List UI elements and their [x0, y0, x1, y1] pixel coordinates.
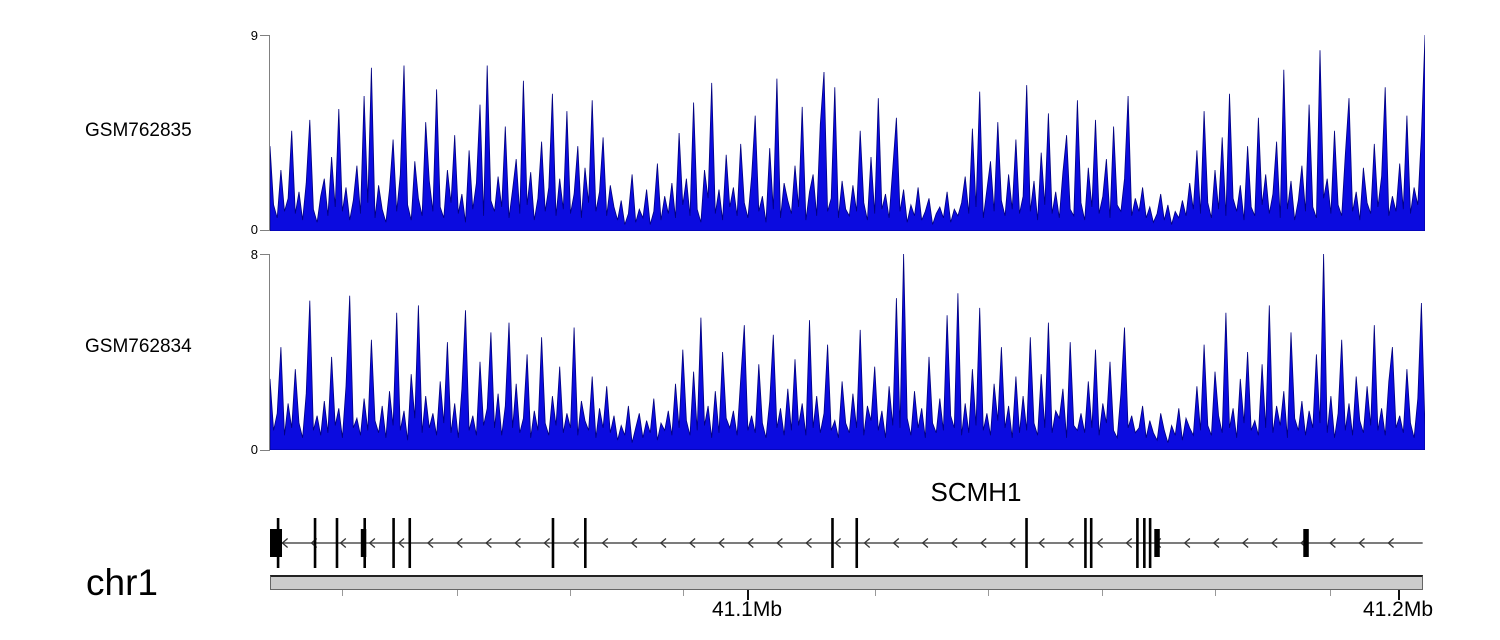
strand-arrow-icon: [368, 538, 376, 548]
strand-arrow-icon: [397, 538, 405, 548]
strand-arrow-icon: [1241, 538, 1249, 548]
intron-line: [270, 542, 1423, 544]
y-axis-bottom-tick-track2: [260, 450, 270, 451]
utr-exon: [1303, 529, 1309, 557]
axis-minor-tick: [342, 590, 343, 596]
axis-tick-label: 41.1Mb: [711, 598, 783, 621]
strand-arrow-icon: [456, 538, 463, 548]
strand-arrow-icon: [601, 538, 609, 548]
signal-polygon-track2: [270, 254, 1425, 450]
track-label-gsm762835: GSM762835: [85, 120, 192, 141]
axis-minor-tick: [988, 590, 989, 596]
track-label-gsm762834: GSM762834: [85, 336, 192, 357]
cds-exon: [276, 518, 280, 568]
cds-exon: [584, 518, 587, 568]
strand-arrow-icon: [1212, 538, 1220, 548]
utr-exon: [1154, 529, 1160, 557]
strand-arrow-icon: [1358, 538, 1365, 548]
strand-arrow-icon: [339, 538, 347, 548]
strand-arrow-icon: [776, 538, 783, 548]
signal-polygon-track1: [270, 35, 1425, 231]
strand-arrow-icon: [514, 538, 521, 548]
genome-axis: 41.1Mb 41.2Mb: [270, 590, 1433, 635]
axis-minor-tick: [1215, 590, 1216, 596]
strand-arrow-icon: [718, 538, 725, 548]
cds-exon: [831, 518, 834, 568]
axis-tick-label: 41.2Mb: [1362, 598, 1434, 621]
strand-arrow-icon: [630, 538, 638, 548]
strand-arrow-icon: [921, 538, 929, 548]
strand-arrow-icon: [834, 538, 842, 548]
axis-major-tick: [747, 590, 749, 600]
y-axis-line-track1: [269, 35, 270, 231]
cds-exon: [1143, 518, 1146, 568]
cds-exon: [1136, 518, 1139, 568]
gene-model-track: [270, 518, 1423, 568]
chromosome-ideogram-bar: [270, 575, 1423, 590]
strand-arrow-icon: [1009, 538, 1016, 548]
cds-exon: [1089, 518, 1093, 568]
strand-arrow-icon: [805, 538, 812, 548]
strand-arrow-icon: [980, 538, 987, 548]
axis-minor-tick: [683, 590, 684, 596]
cds-exon: [392, 518, 395, 568]
strand-arrow-icon: [659, 538, 667, 548]
strand-arrow-icon: [1387, 538, 1395, 548]
strand-arrow-icon: [426, 538, 434, 548]
strand-arrow-icon: [1125, 538, 1133, 548]
strand-arrow-icon: [485, 538, 492, 548]
strand-arrow-icon: [1038, 538, 1045, 548]
signal-area-track2: [270, 254, 1425, 450]
cds-exon: [313, 518, 317, 568]
cds-exon: [1084, 518, 1087, 568]
y-axis-max-label-track2: 8: [250, 247, 258, 262]
strand-arrow-icon: [281, 538, 289, 548]
axis-minor-tick: [570, 590, 571, 596]
y-axis-min-label-track2: 0: [250, 442, 258, 457]
strand-arrow-icon: [572, 538, 580, 548]
y-axis-top-tick-track2: [260, 254, 270, 255]
signal-area-track1: [270, 35, 1425, 231]
strand-arrow-icon: [1329, 538, 1336, 548]
strand-arrow-icon: [1067, 538, 1074, 548]
strand-arrow-icon: [747, 538, 754, 548]
cds-exon: [551, 518, 555, 568]
strand-arrow-icon: [892, 538, 900, 548]
y-axis-max-label-track1: 9: [250, 28, 258, 43]
y-axis-line-track2: [269, 254, 270, 450]
chromosome-label: chr1: [86, 562, 158, 603]
strand-arrow-icon: [543, 538, 551, 548]
axis-minor-tick: [457, 590, 458, 596]
strand-arrow-icon: [1271, 538, 1278, 548]
y-axis-bottom-tick-track1: [260, 230, 270, 231]
cds-exon: [363, 518, 367, 568]
y-axis-min-label-track1: 0: [250, 222, 258, 237]
y-axis-top-tick-track1: [260, 35, 270, 36]
cds-exon: [1025, 518, 1028, 568]
axis-minor-tick: [875, 590, 876, 596]
strand-arrow-icon: [1096, 538, 1104, 548]
cds-exon: [1148, 518, 1152, 568]
strand-arrow-icon: [950, 538, 958, 548]
strand-arrow-icon: [863, 538, 871, 548]
cds-exon: [855, 518, 859, 568]
axis-minor-tick: [1102, 590, 1103, 596]
strand-arrow-icon: [1183, 538, 1191, 548]
axis-minor-tick: [1330, 590, 1331, 596]
cds-exon: [335, 518, 339, 568]
cds-exon: [408, 518, 412, 568]
utr-box: [270, 529, 283, 557]
axis-major-tick: [1398, 590, 1400, 600]
strand-arrow-icon: [688, 538, 696, 548]
gene-name-label: SCMH1: [930, 477, 1022, 507]
